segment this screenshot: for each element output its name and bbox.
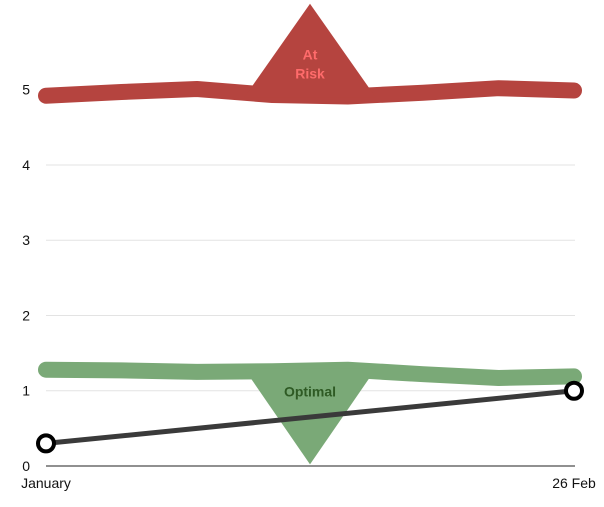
at-risk-pointer [244, 3, 376, 98]
series-line [43, 388, 577, 446]
y-tick-label: 0 [22, 458, 30, 474]
x-tick-label: January [21, 475, 71, 491]
y-tick-label: 2 [22, 307, 30, 323]
at-risk-label: Risk [295, 66, 325, 82]
y-tick-label: 4 [22, 157, 30, 173]
at-risk-label: At [303, 47, 318, 63]
y-tick-label: 3 [22, 232, 30, 248]
axis-labels: 0 1 2 3 4 5 January 26 Feb [21, 82, 596, 491]
y-tick-label: 1 [22, 383, 30, 399]
y-tick-label: 5 [22, 82, 30, 98]
optimal-label: Optimal [284, 383, 336, 399]
data-series [36, 380, 584, 454]
x-tick-label: 26 Feb [552, 475, 596, 491]
data-point [36, 433, 56, 454]
data-point [564, 380, 584, 401]
status-bands: At Risk Optimal [38, 3, 582, 465]
